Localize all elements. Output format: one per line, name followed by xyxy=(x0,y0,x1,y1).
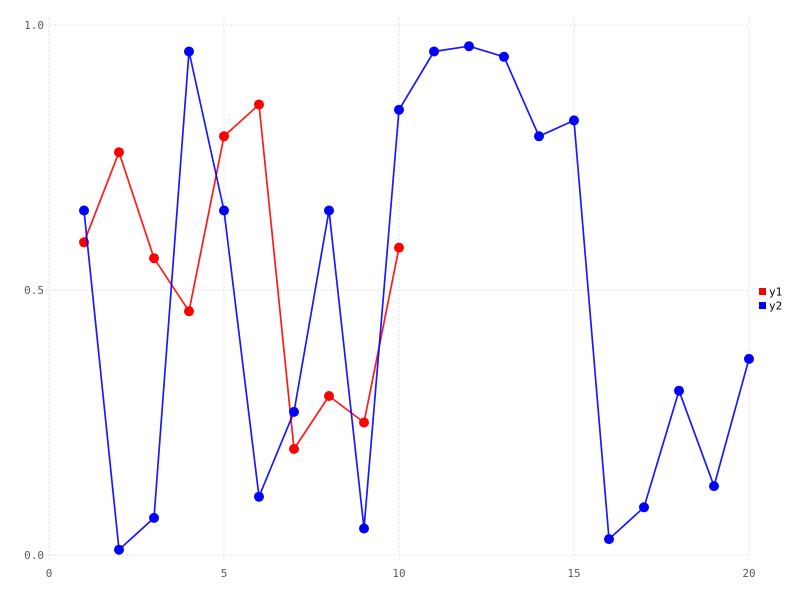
series-y2-point xyxy=(289,406,299,417)
series-y2-point xyxy=(499,51,509,62)
series-y2-point xyxy=(674,385,684,396)
series-y2-point xyxy=(184,46,194,57)
series-y2-point xyxy=(114,544,124,555)
y-tick-label: 1.0 xyxy=(24,19,44,32)
legend-label-y2: y2 xyxy=(769,300,782,313)
series-y1-point xyxy=(114,147,124,158)
y-tick-label: 0.0 xyxy=(24,549,44,562)
x-tick-label: 5 xyxy=(221,567,228,580)
series-y2-point xyxy=(464,41,474,52)
series-y2-point xyxy=(534,131,544,142)
legend-swatch-y1 xyxy=(759,288,766,295)
series-y2-point xyxy=(569,115,579,126)
series-y1-point xyxy=(394,242,404,253)
series-y2-point xyxy=(744,353,754,364)
x-tick-label: 0 xyxy=(46,567,53,580)
series-y1-line xyxy=(83,103,400,450)
x-tick-label: 10 xyxy=(392,567,405,580)
x-tick-label: 20 xyxy=(742,567,755,580)
series-y2-line xyxy=(83,45,750,551)
series-y1-point xyxy=(254,99,264,110)
x-tick-label: 15 xyxy=(567,567,580,580)
series-y2-point xyxy=(79,205,89,216)
series-y1-point xyxy=(219,131,229,142)
series-y2-point xyxy=(639,502,649,513)
series-y2-point xyxy=(324,205,334,216)
y-tick-label: 0.5 xyxy=(24,284,44,297)
legend-label-y1: y1 xyxy=(769,286,782,299)
series-y2-point xyxy=(709,481,719,492)
series-y2-point xyxy=(429,46,439,57)
series-y2-point xyxy=(359,523,369,534)
series-y1-point xyxy=(359,417,369,428)
series-y2-point xyxy=(394,104,404,115)
series-y2-point xyxy=(149,512,159,523)
series-y1-point xyxy=(289,444,299,454)
series-y1-point xyxy=(324,391,334,401)
series-y2-point xyxy=(254,491,264,502)
series-y1-point xyxy=(149,253,159,264)
series-y2-point xyxy=(604,534,614,545)
series-y1-point xyxy=(184,306,194,317)
series-y2-point xyxy=(219,205,229,216)
legend-swatch-y2 xyxy=(759,302,766,309)
